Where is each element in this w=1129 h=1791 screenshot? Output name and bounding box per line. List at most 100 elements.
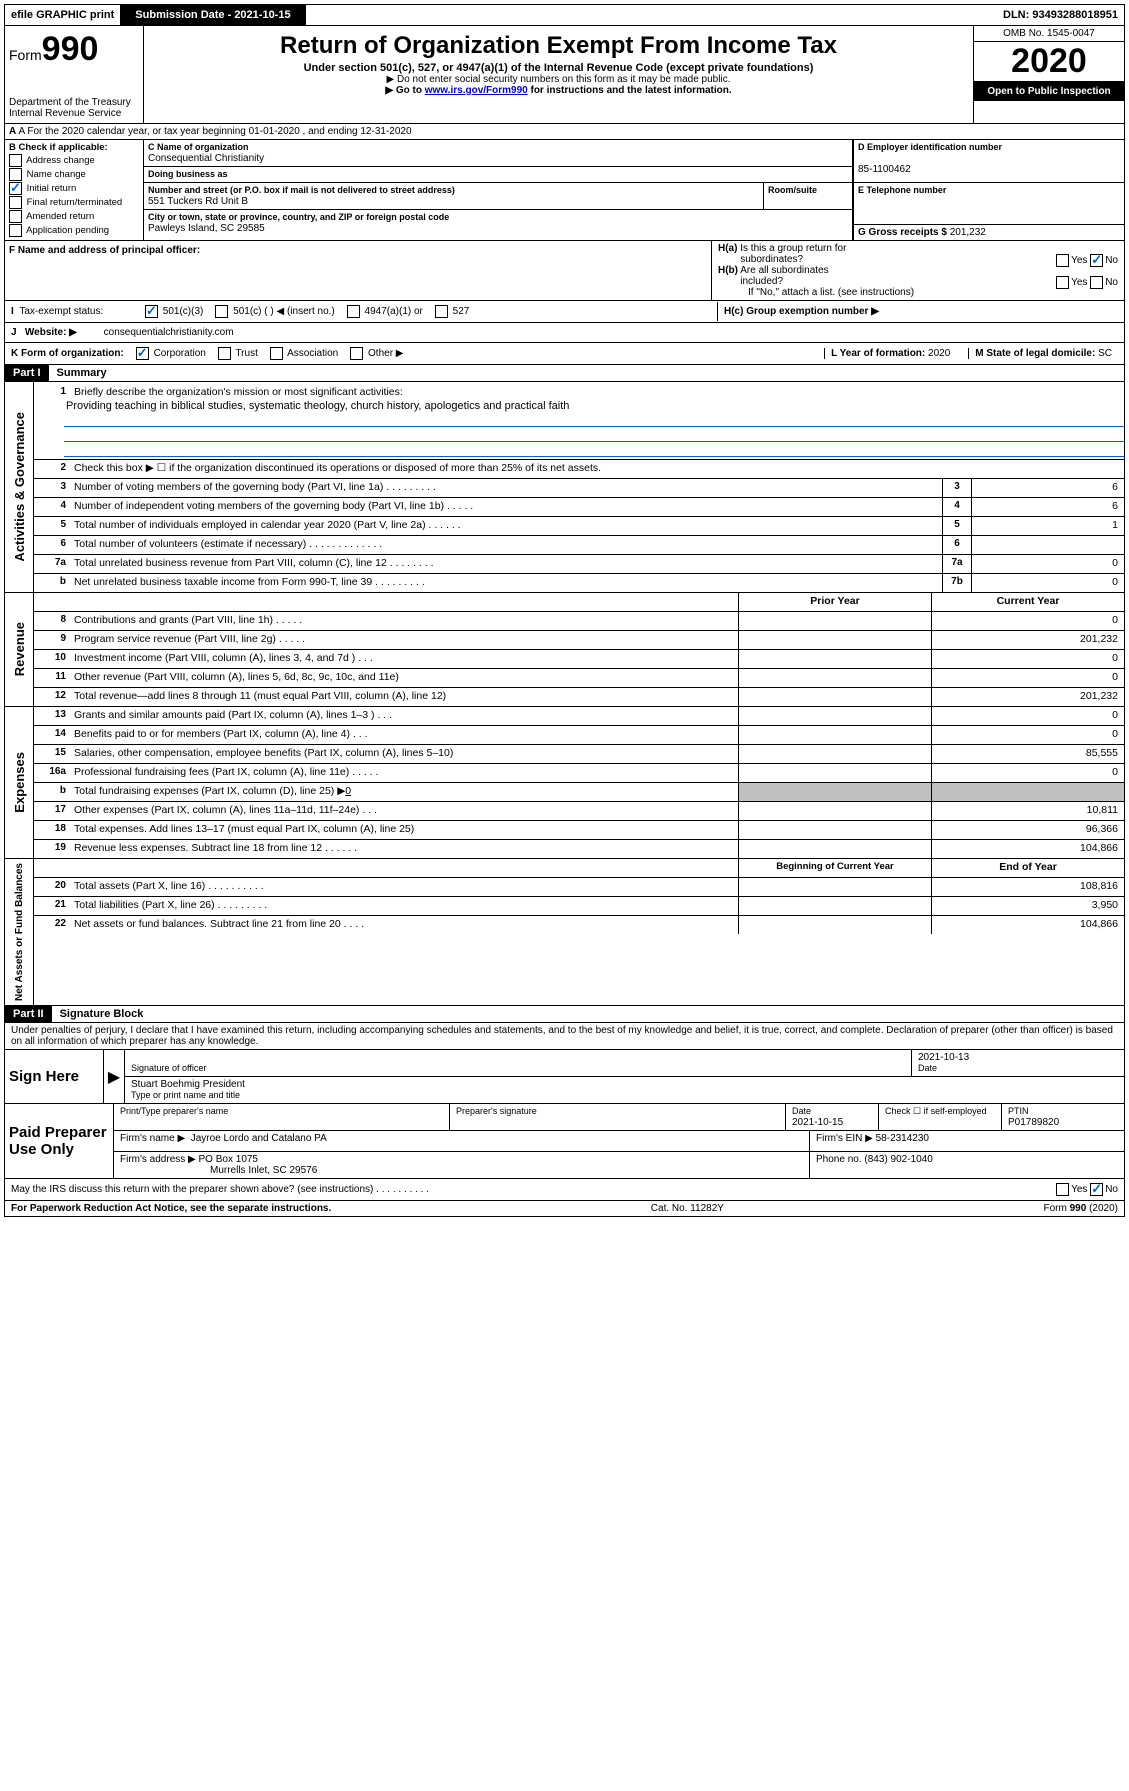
prep-sig-label: Preparer's signature (456, 1106, 537, 1116)
discuss-text: May the IRS discuss this return with the… (11, 1184, 429, 1195)
firm-ein: 58-2314230 (876, 1133, 929, 1144)
cb-initial-return[interactable]: Initial return (9, 182, 139, 195)
row-j: J Website: ▶ consequentialchristianity.c… (4, 323, 1125, 343)
v16ac: 0 (931, 764, 1124, 782)
cb-address-change[interactable]: Address change (9, 154, 139, 167)
row-klm: K Form of organization: Corporation Trus… (4, 343, 1125, 365)
omb: OMB No. 1545-0047 (974, 26, 1124, 41)
line15: Salaries, other compensation, employee b… (70, 745, 738, 763)
line4: Number of independent voting members of … (70, 498, 942, 516)
footer: For Paperwork Reduction Act Notice, see … (4, 1201, 1125, 1217)
h-b: H(b) Are all subordinates included? Yes … (718, 265, 1118, 287)
gov-label: Activities & Governance (10, 408, 29, 566)
addr-label: Number and street (or P.O. box if mail i… (148, 185, 455, 195)
sign-here-block: Sign Here ▶ Signature of officer 2021-10… (4, 1050, 1125, 1104)
expenses-section: Expenses 13Grants and similar amounts pa… (4, 707, 1125, 859)
website-value: consequentialchristianity.com (104, 327, 234, 338)
current-year-header: Current Year (931, 593, 1124, 611)
firm-phone: (843) 902-1040 (864, 1154, 932, 1165)
line14: Benefits paid to or for members (Part IX… (70, 726, 738, 744)
officer-name: Stuart Boehmig President (131, 1079, 245, 1090)
line1-label: Briefly describe the organization's miss… (70, 384, 1124, 400)
discuss-row: May the IRS discuss this return with the… (4, 1179, 1125, 1201)
irs-link[interactable]: www.irs.gov/Form990 (425, 85, 528, 96)
sig-officer-label: Signature of officer (131, 1063, 206, 1073)
v7a: 0 (971, 555, 1124, 573)
sign-here-label: Sign Here (5, 1050, 103, 1103)
cb-application-pending[interactable]: Application pending (9, 224, 139, 237)
self-employed-check[interactable]: Check ☐ if self-employed (879, 1104, 1002, 1130)
header-right: OMB No. 1545-0047 2020 Open to Public In… (973, 26, 1124, 123)
discuss-no[interactable]: No (1090, 1184, 1118, 1195)
box-b: B Check if applicable: Address change Na… (5, 140, 144, 240)
cb-assoc[interactable]: Association (270, 347, 338, 360)
v22e: 104,866 (931, 916, 1124, 934)
cb-name-change[interactable]: Name change (9, 168, 139, 181)
line12: Total revenue—add lines 8 through 11 (mu… (70, 688, 738, 706)
v20e: 108,816 (931, 878, 1124, 896)
ein-value: 85-1100462 (858, 164, 911, 175)
cb-final-return[interactable]: Final return/terminated (9, 196, 139, 209)
ein-label: D Employer identification number (858, 142, 1002, 152)
h-c: H(c) Group exemption number ▶ (717, 302, 1118, 321)
org-name: Consequential Christianity (148, 153, 264, 164)
cb-amended-return[interactable]: Amended return (9, 210, 139, 223)
cb-trust[interactable]: Trust (218, 347, 258, 360)
v9c: 201,232 (931, 631, 1124, 649)
form-header: Form990 Department of the Treasury Inter… (4, 26, 1125, 124)
line18: Total expenses. Add lines 13–17 (must eq… (70, 821, 738, 839)
line17: Other expenses (Part IX, column (A), lin… (70, 802, 738, 820)
v14c: 0 (931, 726, 1124, 744)
line16b: Total fundraising expenses (Part IX, col… (70, 783, 738, 801)
header-left: Form990 Department of the Treasury Inter… (5, 26, 144, 123)
addr-value: 551 Tuckers Rd Unit B (148, 196, 248, 207)
org-name-label: C Name of organization (148, 142, 249, 152)
line20: Total assets (Part X, line 16) . . . . .… (70, 878, 738, 896)
submission-date: Submission Date - 2021-10-15 (121, 5, 305, 25)
header-center: Return of Organization Exempt From Incom… (144, 26, 973, 123)
v11c: 0 (931, 669, 1124, 687)
box-b-header: B Check if applicable: (9, 142, 108, 153)
line9: Program service revenue (Part VIII, line… (70, 631, 738, 649)
row-a: A A For the 2020 calendar year, or tax y… (4, 124, 1125, 140)
cb-4947a1[interactable]: 4947(a)(1) or (347, 305, 423, 318)
net-label: Net Assets or Fund Balances (12, 859, 27, 1005)
v5: 1 (971, 517, 1124, 535)
line7a: Total unrelated business revenue from Pa… (70, 555, 942, 573)
cb-501c-other[interactable]: 501(c) ( ) ◀ (insert no.) (215, 305, 334, 318)
section-f-h: F Name and address of principal officer:… (4, 241, 1125, 301)
line13: Grants and similar amounts paid (Part IX… (70, 707, 738, 725)
dept-label: Department of the Treasury Internal Reve… (9, 97, 139, 119)
firm-addr2: Murrells Inlet, SC 29576 (120, 1165, 803, 1176)
box-f: F Name and address of principal officer: (5, 241, 711, 300)
v17c: 10,811 (931, 802, 1124, 820)
paid-preparer-label: Paid Preparer Use Only (5, 1104, 113, 1178)
room-label: Room/suite (768, 185, 817, 195)
v18c: 96,366 (931, 821, 1124, 839)
form-number: Form990 (9, 30, 139, 69)
cb-corp[interactable]: Corporation (136, 347, 206, 360)
discuss-yes[interactable]: Yes (1056, 1184, 1087, 1195)
city-label: City or town, state or province, country… (148, 212, 449, 222)
footer-form: Form 990 (2020) (1044, 1203, 1118, 1214)
v8c: 0 (931, 612, 1124, 630)
v12c: 201,232 (931, 688, 1124, 706)
cb-501c3[interactable]: 501(c)(3) (145, 305, 203, 318)
cb-527[interactable]: 527 (435, 305, 469, 318)
rev-label: Revenue (10, 618, 29, 680)
line3: Number of voting members of the governin… (70, 479, 942, 497)
prep-date: 2021-10-15 (792, 1117, 843, 1128)
footer-cat: Cat. No. 11282Y (651, 1203, 724, 1214)
line8: Contributions and grants (Part VIII, lin… (70, 612, 738, 630)
line21: Total liabilities (Part X, line 26) . . … (70, 897, 738, 915)
v4: 6 (971, 498, 1124, 516)
firm-addr: PO Box 1075 (199, 1154, 258, 1165)
line22: Net assets or fund balances. Subtract li… (70, 916, 738, 934)
line5: Total number of individuals employed in … (70, 517, 942, 535)
end-year-header: End of Year (931, 859, 1124, 877)
v3: 6 (971, 479, 1124, 497)
line6: Total number of volunteers (estimate if … (70, 536, 942, 554)
cb-other[interactable]: Other ▶ (350, 347, 403, 360)
city-value: Pawleys Island, SC 29585 (148, 223, 265, 234)
line11: Other revenue (Part VIII, column (A), li… (70, 669, 738, 687)
